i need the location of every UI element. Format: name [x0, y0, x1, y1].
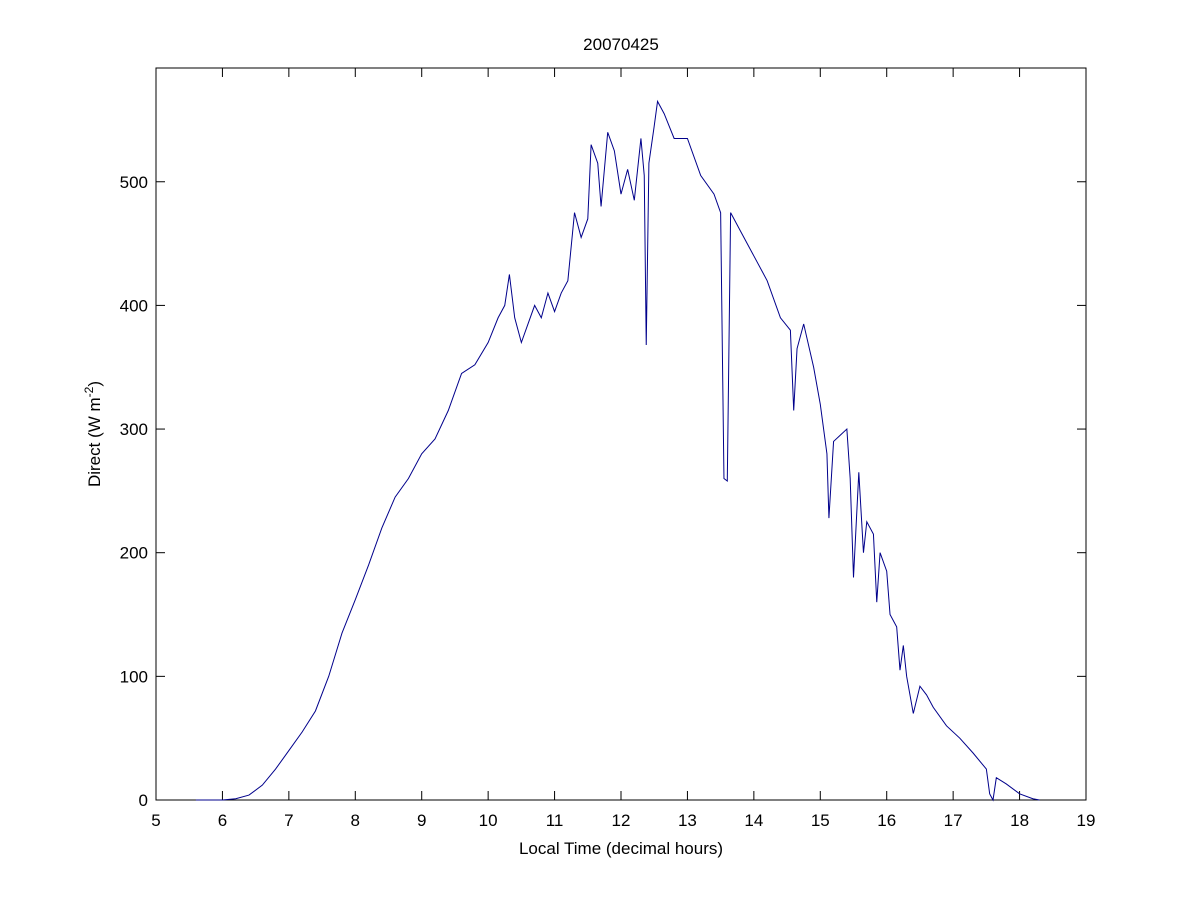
x-tick-label: 16 [877, 811, 896, 830]
data-line [195, 99, 1040, 802]
y-tick-label: 300 [120, 420, 148, 439]
x-tick-label: 19 [1077, 811, 1096, 830]
y-label-text: Direct (W m [85, 397, 104, 487]
x-tick-label: 8 [351, 811, 360, 830]
x-axis-label: Local Time (decimal hours) [519, 839, 723, 858]
y-tick-label: 0 [139, 791, 148, 810]
y-tick-label: 200 [120, 544, 148, 563]
x-tick-label: 6 [218, 811, 227, 830]
x-tick-label: 17 [944, 811, 963, 830]
x-tick-label: 11 [546, 811, 564, 830]
y-tick-label: 400 [120, 296, 148, 315]
x-tick-label: 7 [284, 811, 293, 830]
y-label-end: ) [85, 381, 104, 387]
x-tick-label: 12 [612, 811, 631, 830]
y-label-sup: -2 [82, 386, 96, 397]
x-tick-label: 14 [744, 811, 763, 830]
x-tick-label: 18 [1010, 811, 1029, 830]
x-tick-label: 13 [678, 811, 697, 830]
y-tick-label: 500 [120, 173, 148, 192]
x-tick-label: 5 [151, 811, 160, 830]
x-tick-label: 15 [811, 811, 830, 830]
chart-title: 20070425 [583, 35, 659, 54]
x-tick-label: 9 [417, 811, 426, 830]
x-tick-label: 10 [479, 811, 498, 830]
y-axis-label: Direct (W m-2) [82, 381, 104, 487]
y-tick-label: 100 [120, 667, 148, 686]
